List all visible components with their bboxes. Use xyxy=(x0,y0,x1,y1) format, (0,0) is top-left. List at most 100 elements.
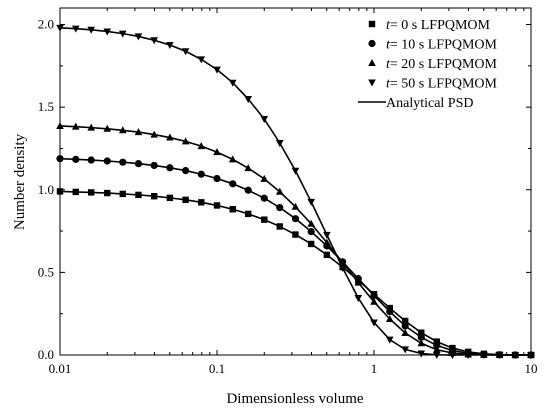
data-point-triangle-down xyxy=(432,351,441,359)
data-point-triangle-down xyxy=(260,116,269,124)
data-point-square xyxy=(292,231,299,238)
legend-marker-triangle-up xyxy=(368,59,376,66)
data-point-circle xyxy=(386,307,394,316)
legend-marker-triangle-down xyxy=(368,79,376,87)
x-axis-label: Dimensionless volume xyxy=(226,391,363,407)
data-point-triangle-down xyxy=(370,319,378,327)
data-point-triangle-up xyxy=(181,137,190,145)
legend-entry-text: = 10 s LFPQMOM xyxy=(390,38,498,53)
data-point-triangle-up xyxy=(370,297,378,305)
data-point-circle xyxy=(276,204,284,212)
data-point-triangle-up xyxy=(385,314,394,322)
data-point-triangle-up xyxy=(228,155,237,163)
data-point-circle xyxy=(150,161,158,170)
data-point-triangle-up xyxy=(307,219,315,227)
data-point-square xyxy=(276,223,283,230)
data-point-triangle-up xyxy=(150,130,158,138)
data-point-square xyxy=(72,188,79,196)
legend-entry-italic: t xyxy=(386,38,391,53)
data-point-circle xyxy=(166,164,174,172)
data-point-square xyxy=(135,191,142,199)
data-point-square xyxy=(182,196,189,204)
legend-entry: t= 50 s LFPQMOM xyxy=(386,77,498,92)
data-point-triangle-up xyxy=(87,123,95,131)
data-point-triangle-down xyxy=(338,264,347,272)
data-point-triangle-down xyxy=(197,56,206,64)
data-point-triangle-down xyxy=(307,198,315,206)
data-point-circle xyxy=(72,155,80,163)
data-point-square xyxy=(166,194,174,202)
data-point-circle xyxy=(291,215,300,223)
data-point-circle xyxy=(103,157,111,165)
y-tick-label: 1.0 xyxy=(38,182,54,197)
data-point-circle xyxy=(182,166,190,175)
data-point-triangle-down xyxy=(275,139,284,147)
data-point-square xyxy=(213,202,221,209)
analytical-curve-1 xyxy=(59,157,531,356)
x-tick-label: 0.01 xyxy=(49,361,72,376)
data-point-square xyxy=(119,190,126,198)
legend-entry-text: = 50 s LFPQMOM xyxy=(390,77,498,92)
data-point-triangle-up xyxy=(260,174,269,182)
data-point-triangle-down xyxy=(150,37,158,45)
data-point-square xyxy=(56,188,64,195)
data-point-triangle-down xyxy=(495,352,504,359)
data-point-triangle-down xyxy=(56,24,64,32)
data-point-square xyxy=(261,216,268,223)
data-point-circle xyxy=(229,180,237,188)
data-point-triangle-down xyxy=(103,28,112,36)
legend-entry: t= 0 s LFPQMOM xyxy=(386,18,491,33)
data-point-triangle-down xyxy=(291,167,300,175)
data-point-triangle-down xyxy=(401,346,409,354)
data-point-square xyxy=(323,251,331,259)
y-tick-label: 0.5 xyxy=(38,264,54,279)
data-point-square xyxy=(87,189,95,196)
legend-entry: t= 20 s LFPQMOM xyxy=(386,57,498,72)
data-point-triangle-down xyxy=(511,352,520,359)
data-point-square xyxy=(104,189,111,197)
data-point-triangle-down xyxy=(244,96,252,104)
data-markers xyxy=(56,24,535,359)
plot-frame xyxy=(59,7,532,356)
x-tick-label: 0.1 xyxy=(209,361,225,376)
data-point-triangle-up xyxy=(71,122,80,130)
legend-marker-circle xyxy=(368,39,376,48)
data-point-square xyxy=(433,338,440,345)
data-point-circle xyxy=(197,170,205,178)
data-point-circle xyxy=(244,186,252,194)
legend-marker-square xyxy=(368,20,376,28)
data-point-circle xyxy=(307,227,315,236)
legend-entry: t= 10 s LFPQMOM xyxy=(386,38,498,53)
data-point-circle xyxy=(87,156,95,164)
data-point-triangle-up xyxy=(103,124,112,132)
data-point-triangle-down xyxy=(134,33,143,41)
data-point-square xyxy=(307,240,315,248)
legend-entry-text: Analytical PSD xyxy=(386,96,474,111)
data-point-triangle-up xyxy=(118,126,127,134)
data-point-square xyxy=(198,199,205,206)
data-point-triangle-up xyxy=(244,164,252,172)
data-point-square xyxy=(229,206,236,213)
data-point-triangle-down xyxy=(71,25,80,33)
data-point-triangle-down xyxy=(354,294,363,302)
data-point-triangle-up xyxy=(56,121,64,129)
data-point-triangle-down xyxy=(448,352,457,359)
data-point-circle xyxy=(433,341,441,350)
data-point-circle xyxy=(401,322,409,330)
y-tick-label: 1.5 xyxy=(38,99,54,114)
data-point-triangle-up xyxy=(354,278,363,286)
data-point-triangle-down xyxy=(181,48,190,56)
data-point-triangle-up xyxy=(275,187,284,195)
data-point-triangle-down xyxy=(323,231,331,239)
data-point-triangle-down xyxy=(118,30,127,38)
data-point-triangle-down xyxy=(87,26,95,34)
analytical-curve-2 xyxy=(59,125,531,356)
data-point-square xyxy=(150,193,158,200)
x-tick-label: 1 xyxy=(371,361,378,376)
legend-entry-italic: t xyxy=(386,57,391,72)
data-point-triangle-down xyxy=(464,352,472,359)
legend-entry-text: = 0 s LFPQMOM xyxy=(390,18,491,33)
legend-entry-italic: t xyxy=(386,18,391,33)
